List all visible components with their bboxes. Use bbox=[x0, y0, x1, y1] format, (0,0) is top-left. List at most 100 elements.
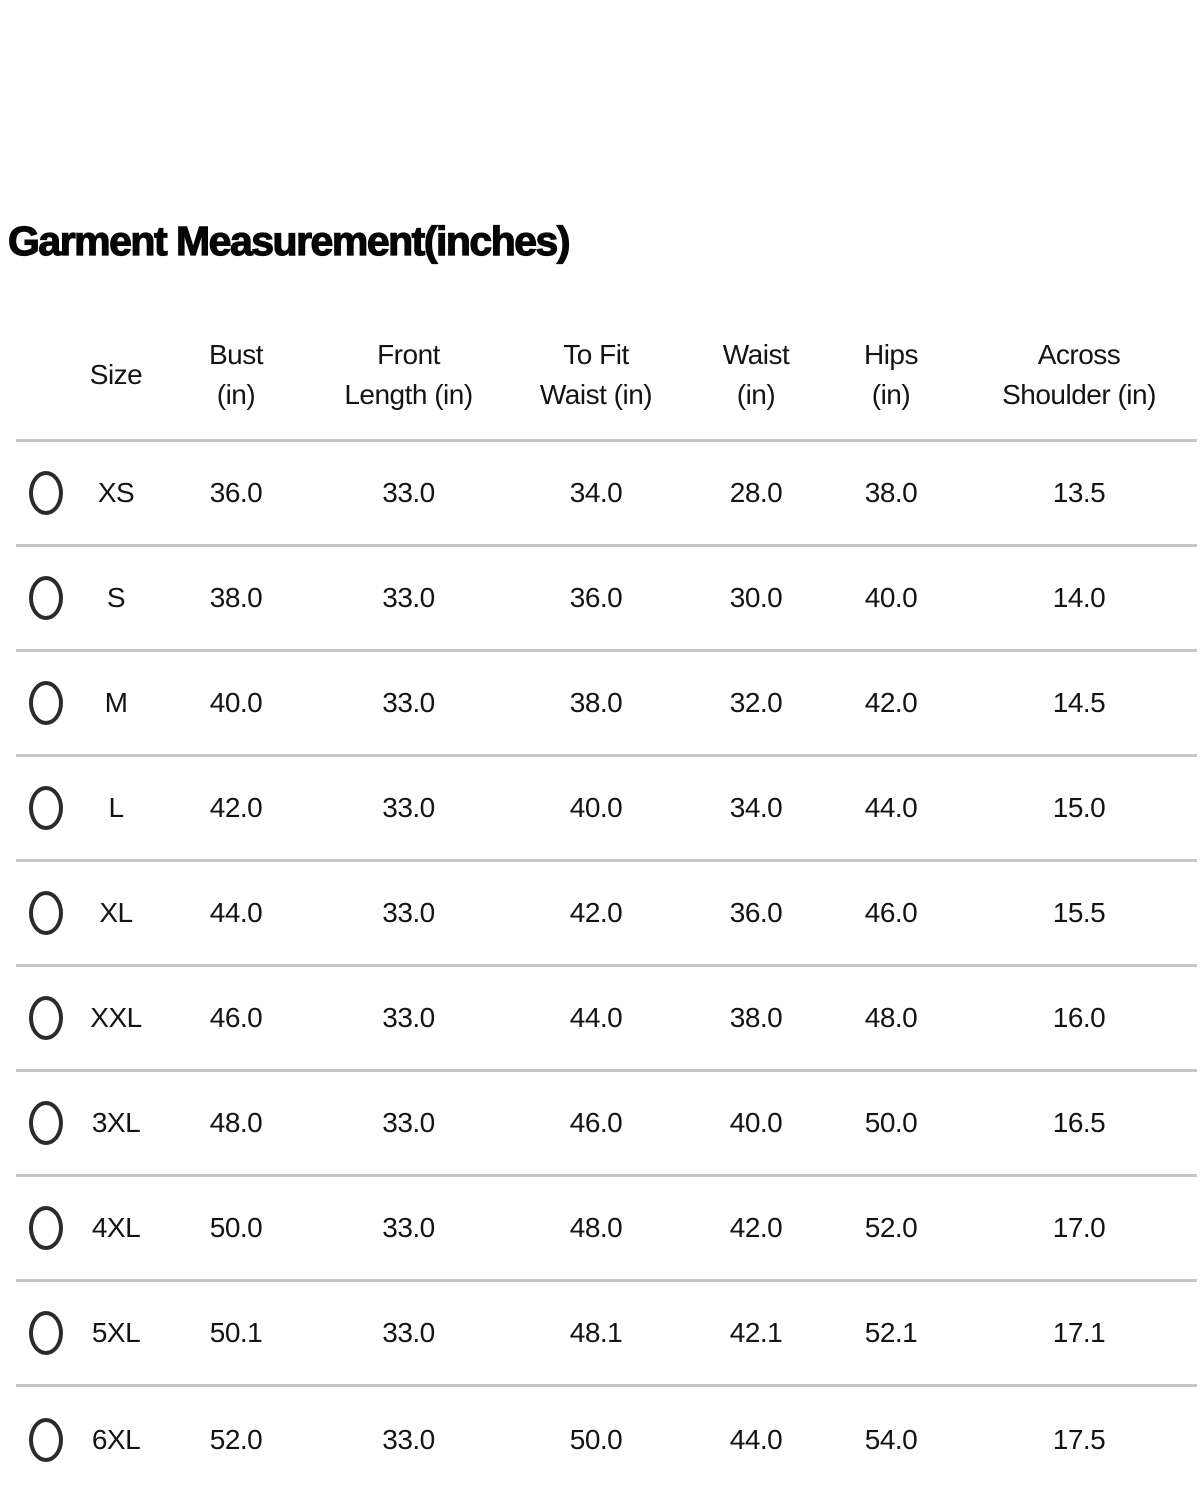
size-radio-button[interactable] bbox=[29, 576, 63, 621]
to-fit-waist-value: 50.0 bbox=[569, 1423, 623, 1455]
bust-value: 48.0 bbox=[209, 1107, 263, 1139]
header-line: Shoulder (in) bbox=[1002, 379, 1156, 411]
size-radio-button[interactable] bbox=[29, 471, 63, 516]
column-header-front-length: Front Length (in) bbox=[316, 335, 501, 416]
to-fit-waist-value: 48.0 bbox=[569, 1212, 623, 1244]
table-row-4xl[interactable]: 4XL 50.0 33.0 48.0 42.0 52.0 17.0 bbox=[16, 1177, 1197, 1283]
to-fit-waist-value: 44.0 bbox=[569, 1002, 623, 1034]
hips-value: 38.0 bbox=[864, 477, 918, 509]
column-header-size: Size bbox=[76, 355, 156, 396]
size-radio-button[interactable] bbox=[29, 1311, 63, 1356]
across-shoulder-value: 13.5 bbox=[1052, 477, 1106, 509]
size-radio-button[interactable] bbox=[29, 1206, 63, 1251]
radio-cell bbox=[16, 1417, 76, 1462]
front-length-value: 33.0 bbox=[382, 1002, 435, 1034]
column-header-waist: Waist (in) bbox=[691, 335, 821, 416]
size-radio-button[interactable] bbox=[29, 996, 63, 1041]
header-line: Across bbox=[1037, 338, 1121, 370]
table-row-3xl[interactable]: 3XL 48.0 33.0 46.0 40.0 50.0 16.5 bbox=[16, 1072, 1197, 1178]
hips-value: 54.0 bbox=[864, 1423, 918, 1455]
hips-value: 46.0 bbox=[864, 897, 918, 929]
bust-value: 36.0 bbox=[209, 477, 263, 509]
bust-value: 44.0 bbox=[209, 897, 263, 929]
header-line: Length (in) bbox=[344, 379, 473, 411]
across-shoulder-value: 17.0 bbox=[1052, 1212, 1106, 1244]
front-length-value: 33.0 bbox=[382, 582, 435, 614]
header-line: Front bbox=[377, 338, 440, 370]
header-line: (in) bbox=[736, 379, 776, 411]
radio-cell bbox=[16, 471, 76, 516]
bust-value: 50.0 bbox=[209, 1212, 263, 1244]
table-row-l[interactable]: L 42.0 33.0 40.0 34.0 44.0 15.0 bbox=[16, 757, 1197, 863]
size-label: S bbox=[106, 582, 126, 614]
waist-value: 34.0 bbox=[729, 792, 783, 824]
size-label: XL bbox=[99, 897, 133, 929]
bust-value: 42.0 bbox=[209, 792, 263, 824]
radio-cell bbox=[16, 996, 76, 1041]
front-length-value: 33.0 bbox=[382, 1423, 435, 1455]
table-row-xl[interactable]: XL 44.0 33.0 42.0 36.0 46.0 15.5 bbox=[16, 862, 1197, 968]
front-length-value: 33.0 bbox=[382, 1317, 435, 1349]
radio-cell bbox=[16, 681, 76, 726]
front-length-value: 33.0 bbox=[382, 1212, 435, 1244]
radio-cell bbox=[16, 891, 76, 936]
header-line: To Fit bbox=[563, 338, 629, 370]
table-row-s[interactable]: S 38.0 33.0 36.0 30.0 40.0 14.0 bbox=[16, 547, 1197, 653]
front-length-value: 33.0 bbox=[382, 1107, 435, 1139]
size-label: 5XL bbox=[91, 1317, 141, 1349]
across-shoulder-value: 15.5 bbox=[1052, 897, 1106, 929]
waist-value: 40.0 bbox=[729, 1107, 783, 1139]
waist-value: 38.0 bbox=[729, 1002, 783, 1034]
header-line: Waist bbox=[722, 338, 790, 370]
waist-value: 28.0 bbox=[729, 477, 783, 509]
waist-value: 32.0 bbox=[729, 687, 783, 719]
header-line: Bust bbox=[208, 338, 264, 370]
across-shoulder-value: 14.0 bbox=[1052, 582, 1106, 614]
size-label: M bbox=[104, 687, 128, 719]
size-radio-button[interactable] bbox=[29, 1417, 63, 1462]
across-shoulder-value: 17.5 bbox=[1052, 1423, 1106, 1455]
to-fit-waist-value: 40.0 bbox=[569, 792, 623, 824]
hips-value: 44.0 bbox=[864, 792, 918, 824]
across-shoulder-value: 16.0 bbox=[1052, 1002, 1106, 1034]
waist-value: 42.0 bbox=[729, 1212, 783, 1244]
bust-value: 50.1 bbox=[209, 1317, 263, 1349]
size-label: L bbox=[108, 792, 124, 824]
size-radio-button[interactable] bbox=[29, 786, 63, 831]
front-length-value: 33.0 bbox=[382, 687, 435, 719]
table-row-xs[interactable]: XS 36.0 33.0 34.0 28.0 38.0 13.5 bbox=[16, 442, 1197, 548]
header-line: Size bbox=[89, 358, 143, 390]
to-fit-waist-value: 38.0 bbox=[569, 687, 623, 719]
across-shoulder-value: 14.5 bbox=[1052, 687, 1106, 719]
size-label: 6XL bbox=[91, 1423, 141, 1455]
garment-measurement-table: Size Bust (in) Front Length (in) To Fit … bbox=[16, 311, 1197, 1492]
radio-cell bbox=[16, 786, 76, 831]
size-radio-button[interactable] bbox=[29, 1101, 63, 1146]
table-row-6xl[interactable]: 6XL 52.0 33.0 50.0 44.0 54.0 17.5 bbox=[16, 1387, 1197, 1492]
column-header-across-shoulder: Across Shoulder (in) bbox=[961, 335, 1197, 416]
hips-value: 52.1 bbox=[864, 1317, 918, 1349]
table-row-xxl[interactable]: XXL 46.0 33.0 44.0 38.0 48.0 16.0 bbox=[16, 967, 1197, 1073]
size-radio-button[interactable] bbox=[29, 891, 63, 936]
bust-value: 52.0 bbox=[209, 1423, 263, 1455]
hips-value: 42.0 bbox=[864, 687, 918, 719]
size-label: XXL bbox=[90, 1002, 142, 1034]
waist-value: 44.0 bbox=[729, 1423, 783, 1455]
size-label: 3XL bbox=[91, 1107, 141, 1139]
hips-value: 50.0 bbox=[864, 1107, 918, 1139]
table-row-m[interactable]: M 40.0 33.0 38.0 32.0 42.0 14.5 bbox=[16, 652, 1197, 758]
front-length-value: 33.0 bbox=[382, 477, 435, 509]
to-fit-waist-value: 46.0 bbox=[569, 1107, 623, 1139]
hips-value: 40.0 bbox=[864, 582, 918, 614]
column-header-to-fit-waist: To Fit Waist (in) bbox=[501, 335, 691, 416]
across-shoulder-value: 17.1 bbox=[1052, 1317, 1106, 1349]
size-label: XS bbox=[97, 477, 135, 509]
table-row-5xl[interactable]: 5XL 50.1 33.0 48.1 42.1 52.1 17.1 bbox=[16, 1282, 1197, 1388]
size-label: 4XL bbox=[91, 1212, 141, 1244]
size-radio-button[interactable] bbox=[29, 681, 63, 726]
hips-value: 52.0 bbox=[864, 1212, 918, 1244]
waist-value: 36.0 bbox=[729, 897, 783, 929]
header-line: Hips bbox=[863, 338, 919, 370]
to-fit-waist-value: 34.0 bbox=[569, 477, 623, 509]
